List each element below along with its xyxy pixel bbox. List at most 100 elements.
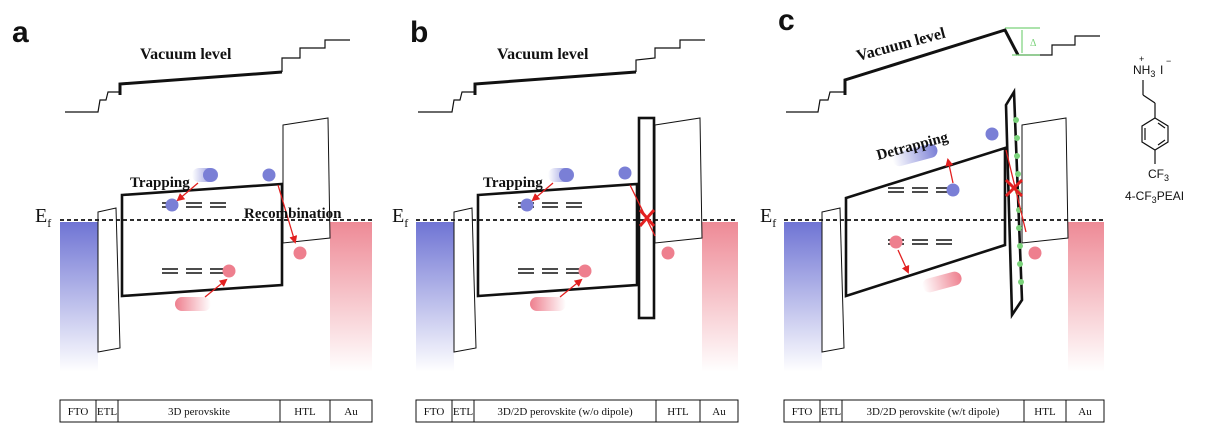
panel-b-hole-traps	[518, 268, 582, 274]
panel-c-dipole-markers	[1013, 117, 1024, 285]
panel-a-trapping-label: Trapping	[130, 175, 190, 191]
panel-c-trap-electron	[946, 183, 960, 197]
panel-b-trapped-electron	[520, 198, 534, 212]
panel-b-free-electron	[559, 168, 573, 182]
panel-c-delta-marker	[1005, 27, 1040, 56]
panel-c-layer-au: Au	[1078, 406, 1092, 418]
panel-c-fto-band	[784, 222, 822, 372]
molecule-iodide: I	[1160, 63, 1163, 77]
molecule-iodide-charge: −	[1166, 56, 1171, 66]
panel-b-hole-trail	[530, 297, 566, 311]
panel-c-hole-trail	[922, 271, 962, 293]
panel-a-etl-block	[97, 207, 121, 353]
panel-c-htl-block	[1021, 117, 1069, 244]
panel-b-trapping-arrow	[531, 182, 554, 202]
molecule-name: 4-CF3PEAI	[1125, 189, 1184, 205]
panel-c-layer-etl: ETL	[821, 406, 841, 418]
panel-a-hole-traps	[162, 268, 226, 274]
panel-b-fermi-label: Ef	[392, 205, 408, 230]
molecule-bonds	[1141, 80, 1169, 164]
panel-a-vacuum-level-main	[118, 70, 283, 95]
panel-b-interface-electron	[618, 166, 632, 180]
panel-c-hole-detrapping-arrow	[897, 249, 910, 274]
panel-a-recombination-arrow	[277, 184, 298, 244]
panel-a-recombination-label: Recombination	[244, 206, 342, 222]
panel-c-layer-fto: FTO	[792, 406, 813, 418]
panel-c-vacuum-label: Vacuum level	[855, 25, 948, 65]
panel-c-electron-traps	[888, 187, 952, 193]
panel-b-layer-etl: ETL	[453, 406, 473, 418]
panel-c-trap-hole	[889, 235, 903, 249]
molecule-ammonium: NH3	[1133, 63, 1155, 79]
panel-b-vacuum-level-right	[635, 39, 705, 72]
panel-c-interface-hole	[1028, 246, 1042, 260]
panel-a-hole-trapping-arrow	[204, 278, 228, 298]
panel-b-etl-block	[453, 207, 477, 353]
panel-b-htl-block	[654, 117, 703, 244]
molecule-structure: NH3 + I − CF3 4-CF3PEAI	[1125, 54, 1184, 205]
panel-b-blocked-recombination-arrow	[629, 184, 656, 237]
panel-a-hole-trail	[175, 297, 211, 311]
panel-b-layer-au: Au	[712, 406, 726, 418]
panel-b-layer-htl: HTL	[667, 406, 689, 418]
panel-c-etl-block	[821, 207, 845, 353]
panel-a-free-electron	[203, 168, 217, 182]
panel-b-trapped-hole	[578, 264, 592, 278]
panel-b-perovskite-block	[476, 182, 639, 298]
panel-a-layer-au: Au	[344, 406, 358, 418]
panel-a-perovskite-block	[120, 182, 284, 298]
panel-a-layer-etl: ETL	[97, 406, 117, 418]
panel-b-layer-perovskite: 3D/2D perovskite (w/o dipole)	[497, 406, 633, 418]
panel-c-interface-electron	[985, 127, 999, 141]
panel-a-layer-table: FTO ETL 3D perovskite HTL Au	[59, 399, 373, 423]
panel-b-hole-trapping-arrow	[559, 278, 583, 298]
panel-a-trapping-arrow	[176, 182, 199, 202]
panel-c: c Vacuum level Δ Ef	[760, 4, 1105, 423]
molecule-ammonium-charge: +	[1139, 54, 1144, 64]
panel-c-electron-trail	[892, 143, 938, 167]
panel-b-letter: b	[410, 16, 428, 49]
panel-c-perovskite-block	[844, 146, 1007, 298]
panel-b-interface-hole	[661, 246, 675, 260]
panel-c-layer-perovskite: 3D/2D perovskite (w/t dipole)	[867, 406, 1000, 418]
panel-c-au-band	[1068, 222, 1104, 372]
panel-c-delta-symbol: Δ	[1030, 38, 1037, 49]
panel-c-layer-htl: HTL	[1034, 406, 1056, 418]
panel-b-trapping-label: Trapping	[483, 175, 543, 191]
panel-b-vacuum-level-main	[473, 70, 637, 95]
panel-a-interface-electron	[262, 168, 276, 182]
panel-a-fto-band	[60, 222, 98, 372]
panel-a: a Vacuum level Ef	[12, 16, 373, 423]
panel-b: b Vacuum level Ef	[392, 16, 739, 423]
panel-a-interface-hole	[293, 246, 307, 260]
panel-c-letter: c	[778, 4, 795, 37]
panel-c-detrapping-arrow	[945, 158, 954, 184]
panel-b-au-band	[702, 222, 738, 372]
molecule-cf3-group: CF3	[1148, 167, 1169, 183]
panel-c-block-cross-icon	[1004, 178, 1024, 198]
panel-a-trapped-hole	[222, 264, 236, 278]
panel-c-dipole-layer	[1004, 87, 1024, 320]
panel-a-fermi-label: Ef	[35, 205, 51, 230]
panel-b-vacuum-level-line	[418, 91, 475, 113]
panel-a-trapped-electron	[165, 198, 179, 212]
panel-c-vacuum-level-right	[1018, 35, 1100, 56]
panel-c-fermi-label: Ef	[760, 205, 776, 230]
panel-b-layer-table: FTO ETL 3D/2D perovskite (w/o dipole) HT…	[415, 399, 739, 423]
panel-c-vacuum-level-main	[843, 28, 1020, 95]
panel-a-letter: a	[12, 16, 29, 49]
panel-c-vacuum-level-line	[786, 91, 845, 113]
panel-c-layer-table: FTO ETL 3D/2D perovskite (w/t dipole) HT…	[783, 399, 1105, 423]
panel-a-layer-fto: FTO	[68, 406, 89, 418]
panel-b-block-cross-icon	[638, 209, 656, 227]
panel-b-layer-fto: FTO	[424, 406, 445, 418]
panel-a-layer-perovskite: 3D perovskite	[168, 406, 230, 418]
panel-a-au-band	[330, 222, 372, 372]
panel-b-fto-band	[416, 222, 454, 372]
panel-b-vacuum-label: Vacuum level	[497, 46, 589, 63]
panel-a-vacuum-level-right	[281, 39, 350, 72]
panel-a-vacuum-label: Vacuum level	[140, 46, 232, 63]
panel-a-vacuum-level-line	[65, 91, 120, 113]
panel-a-layer-htl: HTL	[294, 406, 316, 418]
